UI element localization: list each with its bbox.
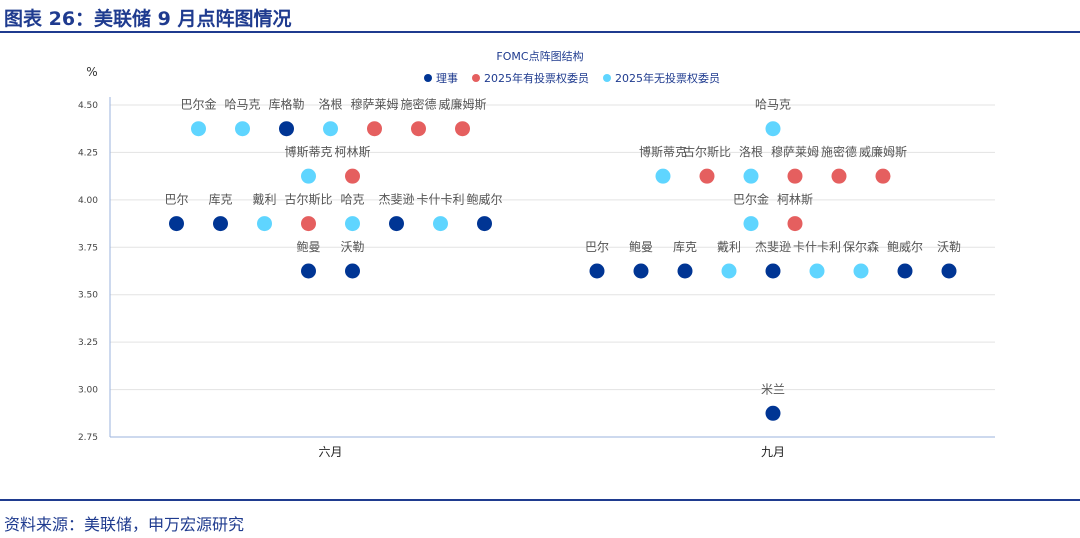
y-tick-label: 3.50 xyxy=(78,291,98,301)
dot-novote xyxy=(655,168,671,184)
dot-gov xyxy=(301,263,316,279)
member-label: 杰斐逊 xyxy=(755,240,791,254)
title-divider xyxy=(0,31,1080,33)
dot-novote xyxy=(853,263,869,279)
dot-gov xyxy=(765,405,781,421)
member-label: 巴尔金 xyxy=(180,97,216,112)
dot-novote xyxy=(721,263,737,279)
member-label: 卡什卡利 xyxy=(416,193,464,207)
member-label: 巴尔金 xyxy=(733,192,769,207)
y-tick-label: 4.25 xyxy=(78,148,98,158)
dot-vote xyxy=(411,121,426,137)
legend-marker-gov xyxy=(424,74,432,82)
footer-divider xyxy=(0,499,1080,501)
dot-gov xyxy=(765,263,781,279)
dot-plot-chart: FOMC点阵图结构% 理事 2025年有投票权委员 2025年无投票权委员 4.50 4.… xyxy=(78,49,995,459)
dot-novote xyxy=(809,263,825,279)
member-label: 杰斐逊 xyxy=(378,193,414,207)
legend-label-novote: 2025年无投票权委员 xyxy=(615,71,720,85)
y-tick-label: 4.00 xyxy=(78,196,98,206)
dot-gov xyxy=(213,216,228,232)
dot-novote xyxy=(323,121,338,137)
dot-novote xyxy=(235,121,250,137)
member-label: 威廉姆斯 xyxy=(859,144,907,159)
y-tick-label: 4.50 xyxy=(78,101,98,111)
dot-gov xyxy=(345,263,360,279)
y-tick-label: 3.25 xyxy=(78,338,98,348)
dot-vote xyxy=(455,121,470,137)
member-label: 巴尔 xyxy=(164,192,188,207)
member-label: 鲍曼 xyxy=(629,240,653,254)
member-label: 穆萨莱姆 xyxy=(350,97,398,112)
member-label: 沃勒 xyxy=(937,240,961,254)
member-label: 库克 xyxy=(673,239,697,254)
member-label: 洛根 xyxy=(739,144,763,159)
member-label: 古尔斯比 xyxy=(683,144,731,159)
member-label: 施密德 xyxy=(821,144,857,159)
member-label: 鲍曼 xyxy=(296,240,320,254)
legend-label-gov: 理事 xyxy=(436,72,458,85)
member-label: 哈马克 xyxy=(224,98,260,112)
dot-gov xyxy=(677,263,693,279)
dot-novote xyxy=(191,121,206,137)
dot-gov xyxy=(477,216,492,232)
dot-novote xyxy=(433,216,448,232)
member-label: 库克 xyxy=(208,192,232,207)
member-label: 威廉姆斯 xyxy=(438,97,486,112)
member-label: 哈马克 xyxy=(755,98,791,112)
dot-vote xyxy=(699,168,715,184)
dot-vote xyxy=(367,121,382,137)
dot-gov xyxy=(633,263,649,279)
dot-gov xyxy=(897,263,913,279)
dot-gov xyxy=(169,216,184,232)
dot-novote xyxy=(301,168,316,184)
member-label: 柯林斯 xyxy=(777,193,813,207)
member-label: 沃勒 xyxy=(340,240,364,254)
dot-novote xyxy=(743,168,759,184)
dot-vote xyxy=(831,168,847,184)
dot-novote xyxy=(257,216,272,232)
member-label: 米兰 xyxy=(761,382,785,396)
legend-marker-novote xyxy=(603,74,611,82)
member-label: 洛根 xyxy=(318,97,342,112)
dot-vote xyxy=(787,168,803,184)
member-label: 穆萨莱姆 xyxy=(771,144,819,159)
member-label: 柯林斯 xyxy=(334,145,370,159)
dot-gov xyxy=(279,121,294,137)
y-tick-label: 3.00 xyxy=(78,386,98,396)
legend-marker-vote xyxy=(472,74,480,82)
x-tick-label: 九月 xyxy=(761,445,785,459)
dot-vote xyxy=(345,168,360,184)
y-tick-label: 2.75 xyxy=(78,433,98,443)
member-label: 鲍威尔 xyxy=(887,239,923,254)
dot-vote xyxy=(787,216,803,232)
chart-title: FOMC点阵图结构 xyxy=(496,49,583,63)
y-axis-label: % xyxy=(86,65,97,79)
dot-novote xyxy=(765,121,781,137)
member-label: 古尔斯比 xyxy=(284,192,332,207)
legend-label-vote: 2025年有投票权委员 xyxy=(484,71,589,85)
dot-vote xyxy=(875,168,891,184)
y-tick-label: 3.75 xyxy=(78,243,98,253)
member-label: 库格勒 xyxy=(268,97,304,112)
member-label: 哈克 xyxy=(340,193,364,207)
source-note: 资料来源：美联储，申万宏源研究 xyxy=(4,515,245,534)
member-label: 戴利 xyxy=(252,192,276,207)
member-label: 戴利 xyxy=(717,239,741,254)
dot-gov xyxy=(389,216,404,232)
member-label: 博斯蒂克 xyxy=(284,144,332,159)
x-tick-label: 六月 xyxy=(318,445,342,459)
dot-novote xyxy=(743,216,759,232)
member-label: 施密德 xyxy=(400,97,436,112)
member-label: 鲍威尔 xyxy=(466,192,502,207)
member-label: 博斯蒂克 xyxy=(639,144,687,159)
member-label: 保尔森 xyxy=(843,239,879,254)
dot-novote xyxy=(345,216,360,232)
member-label: 卡什卡利 xyxy=(793,240,841,254)
dot-vote xyxy=(301,216,316,232)
member-label: 巴尔 xyxy=(585,239,609,254)
dot-gov xyxy=(589,263,605,279)
dot-gov xyxy=(941,263,957,279)
figure-title: 图表 26：美联储 9 月点阵图情况 xyxy=(4,8,292,30)
